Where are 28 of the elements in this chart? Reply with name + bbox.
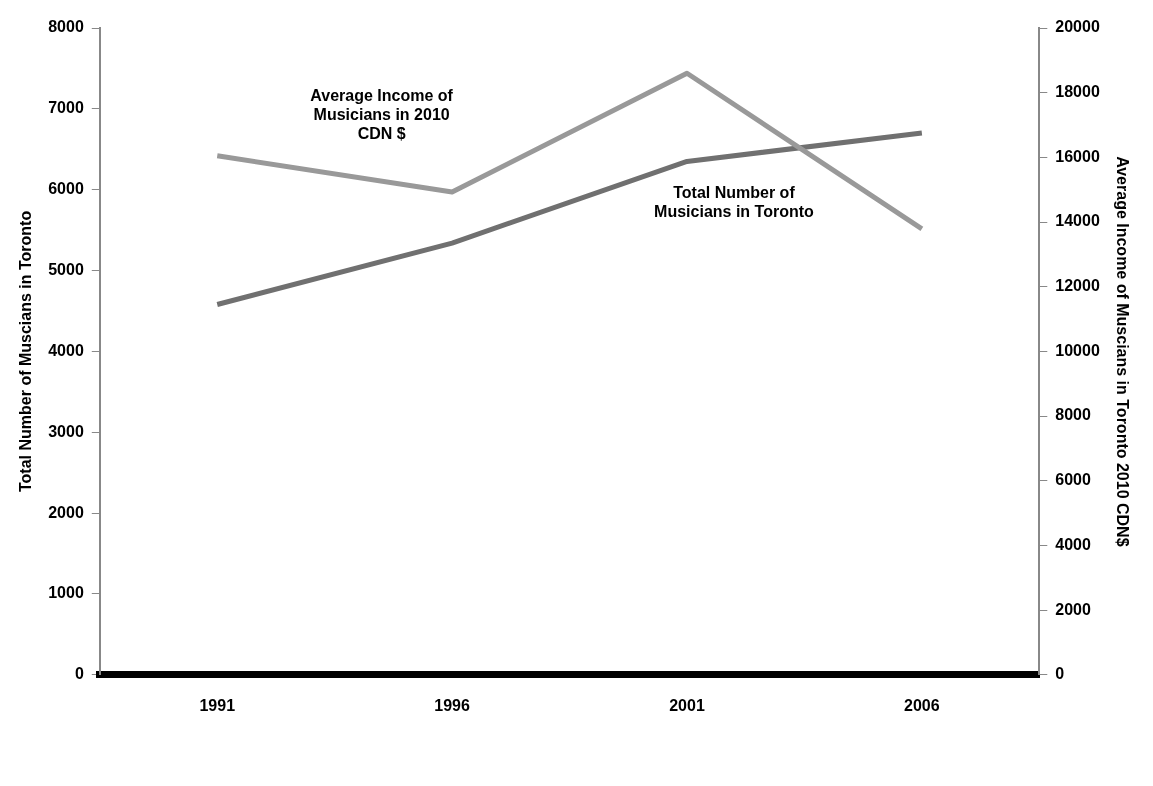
y-tick-label: 4000: [48, 341, 84, 359]
y2-tick-label: 2000: [1055, 600, 1091, 618]
y2-tick-label: 0: [1055, 665, 1065, 683]
y2-tick-label: 20000: [1055, 18, 1100, 36]
y-tick-label: 1000: [48, 584, 84, 602]
y2-tick-label: 18000: [1055, 83, 1100, 101]
y2-tick-label: 6000: [1055, 471, 1091, 489]
y2-tick-label: 16000: [1055, 147, 1100, 165]
y-tick-label: 5000: [48, 260, 84, 278]
y2-tick-label: 10000: [1055, 341, 1100, 359]
series-label: Total Number of Musicians in Toronto: [654, 184, 815, 221]
x-tick-label: 2001: [669, 696, 705, 714]
y-tick-label: 2000: [48, 503, 84, 521]
series-label: Average Income of Musicians in 2010 CDN $: [310, 87, 454, 143]
y2-axis-title: Average Income of Muscians in Toronto 2010 CDN$: [1113, 156, 1131, 547]
y-tick-label: 7000: [48, 99, 84, 117]
y2-tick-label: 4000: [1055, 535, 1091, 553]
y-tick-label: 6000: [48, 180, 84, 198]
y-tick-label: 3000: [48, 422, 84, 440]
x-tick-label: 2006: [904, 696, 940, 714]
y2-tick-label: 8000: [1055, 406, 1091, 424]
x-tick-label: 1996: [434, 696, 471, 714]
y2-tick-label: 12000: [1055, 277, 1100, 295]
x-tick-label: 1991: [199, 696, 236, 714]
y-tick-label: 0: [74, 665, 84, 683]
y-tick-label: 8000: [48, 18, 84, 36]
y-axis-title: Total Number of Muscians in Toronto: [17, 210, 35, 492]
y2-tick-label: 14000: [1055, 212, 1100, 230]
